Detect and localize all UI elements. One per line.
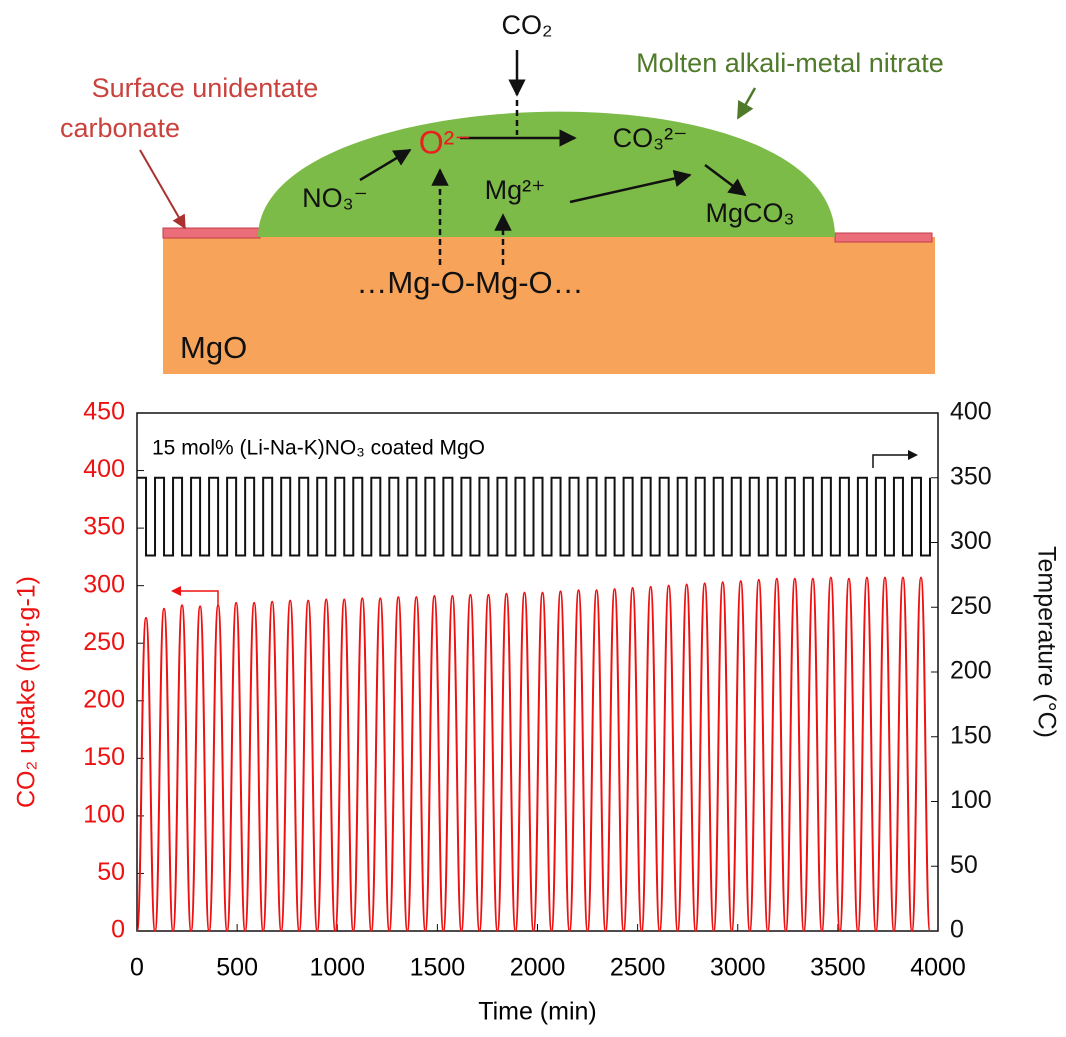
- series-line: [137, 578, 930, 931]
- x-tick-label: 4000: [910, 954, 966, 982]
- annotation: 15 mol% (Li-Na-K)NO₃ coated MgO: [152, 437, 485, 460]
- y-tick-label: 200: [83, 685, 125, 713]
- y2-tick-label: 300: [950, 527, 992, 555]
- y-tick-label: 150: [83, 743, 125, 771]
- y-tick-label: 400: [83, 455, 125, 483]
- label: NO₃⁻: [302, 183, 368, 213]
- y-tick-label: 250: [83, 628, 125, 656]
- label: Mg²⁺: [485, 175, 546, 205]
- y2-tick-label: 50: [950, 851, 978, 879]
- mgo-block: [163, 237, 935, 374]
- y2-axis-title: Temperature (°C): [1032, 546, 1060, 738]
- x-tick-label: 1500: [410, 954, 466, 982]
- axis-arrow-head: [171, 586, 181, 596]
- x-tick-label: 2000: [510, 954, 566, 982]
- label: CO₂: [502, 10, 553, 40]
- label: Molten alkali-metal nitrate: [636, 48, 944, 78]
- x-tick-label: 3000: [710, 954, 766, 982]
- label: Surface unidentate: [92, 73, 319, 103]
- y2-tick-label: 0: [950, 916, 964, 944]
- x-axis-title: Time (min): [478, 998, 597, 1026]
- series-line: [137, 478, 930, 556]
- label: MgO: [180, 330, 247, 365]
- y-axis-title: CO₂ uptake (mg·g-1): [13, 576, 41, 808]
- y-tick-label: 100: [83, 800, 125, 828]
- figure: CO₂ Molten alkali-metal nitrate Surface …: [0, 0, 1066, 1032]
- y2-tick-label: 250: [950, 592, 992, 620]
- x-tick-label: 2500: [610, 954, 666, 982]
- label: MgCO₃: [705, 198, 794, 228]
- x-tick-label: 0: [130, 954, 144, 982]
- carbonate-strip: [163, 228, 260, 238]
- axis-arrow: [180, 591, 218, 605]
- label: carbonate: [60, 113, 180, 143]
- x-tick-label: 500: [216, 954, 258, 982]
- y2-tick-label: 400: [950, 398, 992, 426]
- y-tick-label: 350: [83, 513, 125, 541]
- label: O²⁻: [419, 124, 471, 160]
- carbonate-strip: [835, 233, 932, 242]
- y-tick-label: 50: [97, 858, 125, 886]
- x-tick-label: 3500: [810, 954, 866, 982]
- axis-arrow-head: [908, 450, 918, 460]
- diagram: CO₂ Molten alkali-metal nitrate Surface …: [60, 10, 944, 374]
- y2-tick-label: 100: [950, 786, 992, 814]
- axis-arrow: [873, 455, 910, 468]
- label: …Mg-O-Mg-O…: [356, 265, 583, 300]
- y2-tick-label: 350: [950, 462, 992, 490]
- x-tick-label: 1000: [309, 954, 365, 982]
- y-tick-label: 450: [83, 398, 125, 426]
- y2-tick-label: 200: [950, 657, 992, 685]
- label: CO₃²⁻: [613, 123, 688, 153]
- y-tick-label: 0: [111, 916, 125, 944]
- y2-tick-label: 150: [950, 721, 992, 749]
- y-tick-label: 300: [83, 570, 125, 598]
